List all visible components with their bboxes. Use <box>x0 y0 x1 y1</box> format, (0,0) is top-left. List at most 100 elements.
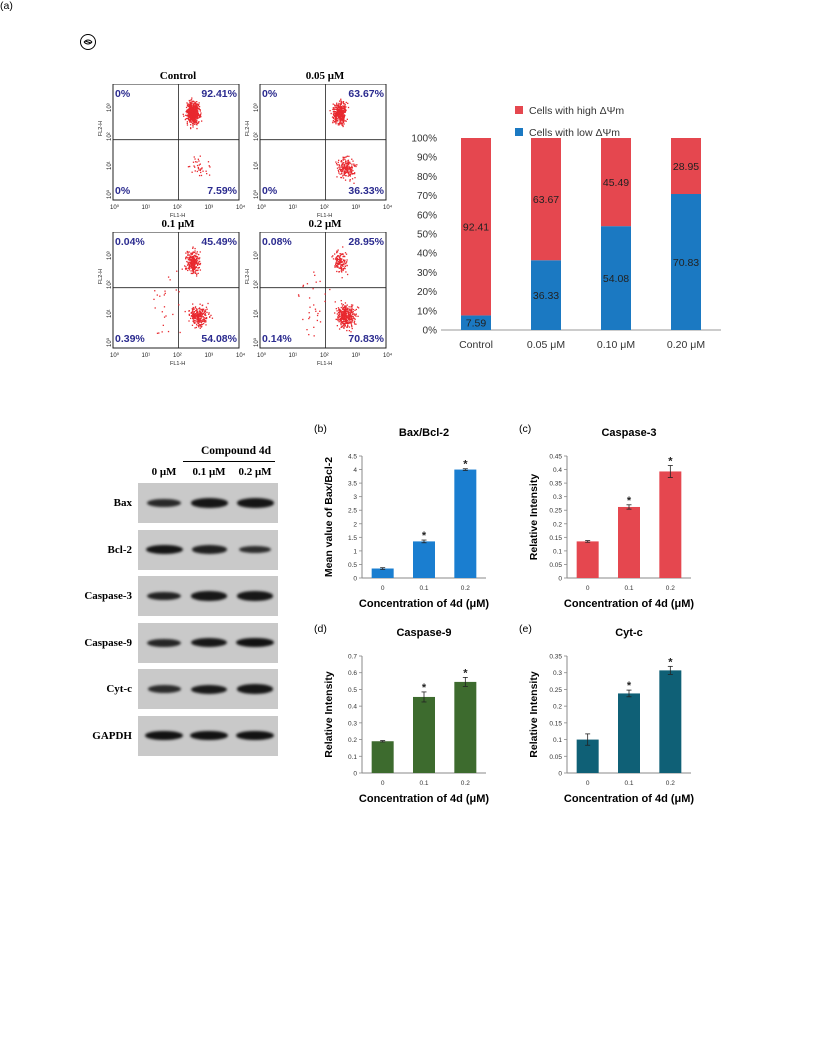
y-tick-label: 10% <box>417 306 437 317</box>
blot-row-label: Bcl-2 <box>107 543 132 556</box>
y-tick-label: 0.5 <box>348 687 357 694</box>
y-tick-label: 0.4 <box>553 467 562 474</box>
y-tick-label: 0.1 <box>553 548 562 555</box>
x-tick-label: 0 <box>586 780 590 787</box>
blot-band <box>147 638 181 647</box>
bar-data-label: 70.83 <box>673 257 699 269</box>
legend-label: Cells with high ΔΨm <box>529 105 624 117</box>
journal-logo-icon <box>80 34 96 50</box>
bar <box>659 471 682 578</box>
flow-y-label: FL2-H <box>245 269 251 284</box>
quadrant-upper-right: 28.95% <box>348 236 384 248</box>
quadrant-lower-right: 36.33% <box>348 185 384 197</box>
blot-band <box>145 730 183 741</box>
flow-y-tick: 10³ <box>254 251 260 260</box>
bax-bcl2-chart: (b) Bax/Bcl-2 0 0.5 1 1.5 2 2.5 3 3.5 4 4.5 0 * 0.1 * 0.… <box>314 423 490 610</box>
flow-x-tick: 10⁰ <box>110 204 120 211</box>
x-tick-label: 0.20 μM <box>667 339 705 351</box>
significance-marker: * <box>668 455 673 467</box>
x-tick-label: Control <box>459 339 493 351</box>
quadrant-upper-right: 45.49% <box>201 236 237 248</box>
flow-x-label: FL1-H <box>170 361 185 367</box>
x-tick-label: 0.1 <box>624 780 633 787</box>
flow-x-tick: 10³ <box>352 205 361 211</box>
y-tick-label: 70% <box>417 191 437 202</box>
panel-label: (c) <box>519 423 531 435</box>
y-tick-label: 0 <box>558 771 562 778</box>
flow-x-tick: 10⁴ <box>383 352 393 359</box>
flow-x-tick: 10⁰ <box>257 204 267 211</box>
blot-band <box>236 498 274 508</box>
flow-x-label: FL1-H <box>317 361 332 367</box>
flow-x-tick: 10³ <box>205 353 214 359</box>
stacked-bar-segment <box>461 138 491 316</box>
quadrant-upper-left: 0% <box>262 88 278 100</box>
flow-x-tick: 10⁴ <box>383 204 393 211</box>
y-tick-label: 0.5 <box>348 562 357 569</box>
blot-band <box>146 591 182 601</box>
significance-marker: * <box>422 530 427 542</box>
flow-x-tick: 10⁴ <box>236 204 246 211</box>
y-tick-label: 0 <box>353 576 357 583</box>
stacked-bar-segment <box>601 138 631 227</box>
flow-y-tick: 10¹ <box>254 309 260 318</box>
flow-y-tick: 10¹ <box>107 309 113 318</box>
blot-row-label: Caspase-9 <box>84 636 132 649</box>
flow-y-tick: 10² <box>254 280 260 289</box>
x-axis-label: Concentration of 4d (μM) <box>359 793 490 805</box>
x-tick-label: 0.1 <box>419 585 428 592</box>
flow-y-tick: 10⁰ <box>253 337 260 347</box>
bar <box>659 670 682 773</box>
y-tick-label: 0.2 <box>553 521 562 528</box>
quadrant-lower-left: 0% <box>262 185 278 197</box>
flow-x-tick: 10⁰ <box>110 352 120 359</box>
caspase9-chart: (d) Caspase-9 0 0.1 0.2 0.3 0.4 0.5 0.6 0.7 0 * 0.1 *… <box>314 623 490 805</box>
quadrant-lower-right: 7.59% <box>207 185 237 197</box>
flow-x-tick: 10³ <box>352 353 361 359</box>
y-axis-label: Relative Intensity <box>528 474 540 561</box>
blot-strip <box>138 483 278 523</box>
x-axis-label: Concentration of 4d (μM) <box>359 598 490 610</box>
y-tick-label: 60% <box>417 210 437 221</box>
significance-marker: * <box>463 459 468 471</box>
y-tick-label: 30% <box>417 268 437 279</box>
flow-y-label: FL2-H <box>245 121 251 136</box>
stacked-bar-segment <box>461 315 491 330</box>
significance-marker: * <box>668 656 673 668</box>
flow-panel-title: Control <box>159 70 197 82</box>
blot-band <box>147 685 181 693</box>
y-axis-label: Mean value of Bax/Bcl-2 <box>323 457 335 577</box>
blot-column-label: 0.2 μM <box>238 466 272 478</box>
bar <box>618 506 640 578</box>
blot-row-label: GAPDH <box>92 729 132 742</box>
chart-title: Bax/Bcl-2 <box>399 427 449 439</box>
y-tick-label: 0.3 <box>553 494 562 501</box>
flow-y-tick: 10¹ <box>254 161 260 170</box>
x-tick-label: 0.2 <box>461 780 470 787</box>
y-tick-label: 0.6 <box>348 670 357 677</box>
bar <box>413 696 435 773</box>
blot-band <box>236 637 274 648</box>
flow-x-tick: 10² <box>173 353 182 359</box>
flow-x-tick: 10² <box>320 205 329 211</box>
panel-label: (b) <box>314 423 327 435</box>
y-tick-label: 2.5 <box>348 508 357 515</box>
stacked-bar-segment <box>671 138 701 195</box>
blot-strip <box>138 715 278 756</box>
blot-row-label: Caspase-3 <box>84 590 132 602</box>
flow-panel-title: 0.1 μM <box>161 218 195 230</box>
bar <box>371 741 394 773</box>
y-tick-label: 0.25 <box>549 508 562 515</box>
x-tick-label: 0.2 <box>666 780 675 787</box>
significance-marker: * <box>627 495 632 507</box>
x-tick-label: 0 <box>381 780 385 787</box>
y-tick-label: 0 <box>558 576 562 583</box>
significance-marker: * <box>463 667 468 679</box>
y-tick-label: 0 <box>353 771 357 778</box>
panel-label: (e) <box>519 623 532 635</box>
stacked-bar-segment <box>531 260 561 330</box>
bar-data-label: 36.33 <box>533 290 559 302</box>
y-tick-label: 50% <box>417 230 437 241</box>
flow-x-tick: 10² <box>173 205 182 211</box>
